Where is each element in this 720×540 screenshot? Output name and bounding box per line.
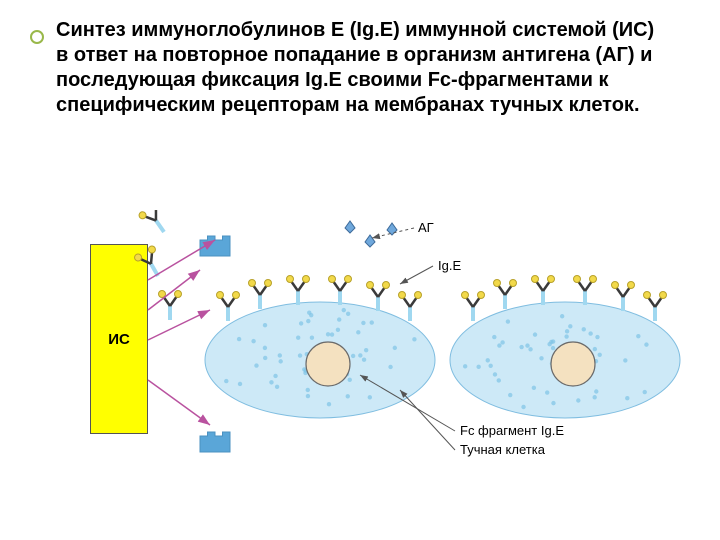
ige-label: Ig.Е: [438, 258, 461, 273]
diagram: ИС АГ Ig.Е Fc фрагмент Ig.Е Тучная клетк…: [0, 210, 720, 540]
antigen-label: АГ: [418, 220, 434, 235]
mast-cell-label: Тучная клетка: [460, 442, 545, 457]
slide-title: Синтез иммуноглобулинов Е (Ig.Е) иммунно…: [56, 18, 666, 118]
fc-fragment-label: Fc фрагмент Ig.Е: [460, 423, 564, 438]
diagram-svg: [0, 210, 720, 540]
slide-bullet: [30, 30, 44, 44]
